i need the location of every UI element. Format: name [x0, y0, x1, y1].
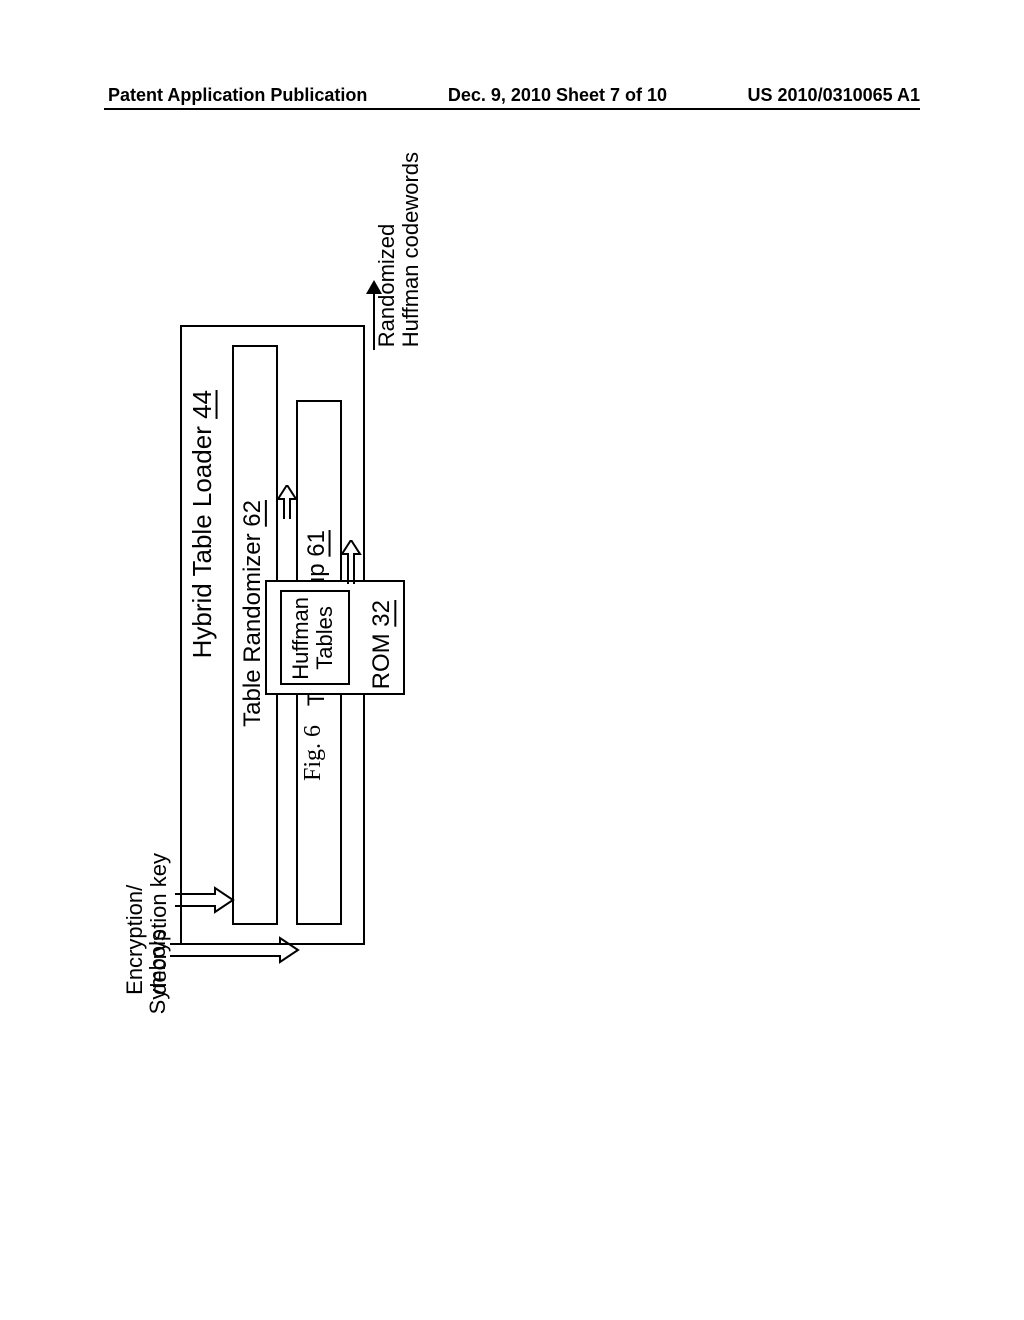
header-center: Dec. 9, 2010 Sheet 7 of 10 [448, 85, 667, 106]
huffman-tables-label: HuffmanTables [289, 597, 337, 680]
header-right: US 2010/0310065 A1 [748, 85, 920, 106]
symbols-label: Symbols [145, 930, 171, 1014]
hybrid-table-loader-ref: 44 [187, 390, 217, 419]
rom-title: ROM [368, 627, 395, 690]
rom-label: ROM 32 [368, 600, 396, 689]
arrow-output-connector [275, 335, 375, 353]
table-lookup-ref: 61 [303, 530, 330, 557]
hybrid-table-loader-label: Hybrid Table Loader 44 [187, 390, 218, 658]
figure-label: Fig. 6 [300, 725, 327, 781]
table-randomizer-label: Table Randomizer 62 [239, 500, 267, 727]
rom-ref: 32 [368, 600, 395, 627]
diagram: Hybrid Table Loader 44 Table Randomizer … [115, 130, 425, 1020]
arrow-rom-to-lookup [339, 540, 363, 584]
arrow-lookup-to-randomizer [275, 485, 299, 519]
table-randomizer-title: Table Randomizer [239, 527, 266, 727]
header-left: Patent Application Publication [108, 85, 367, 106]
arrow-symbols-to-lookup [170, 935, 300, 965]
page-header: Patent Application Publication Dec. 9, 2… [0, 85, 1024, 106]
arrow-key-to-randomizer [175, 885, 235, 915]
hybrid-table-loader-title: Hybrid Table Loader [187, 419, 217, 658]
header-rule [104, 108, 920, 110]
table-randomizer-ref: 62 [239, 500, 266, 527]
